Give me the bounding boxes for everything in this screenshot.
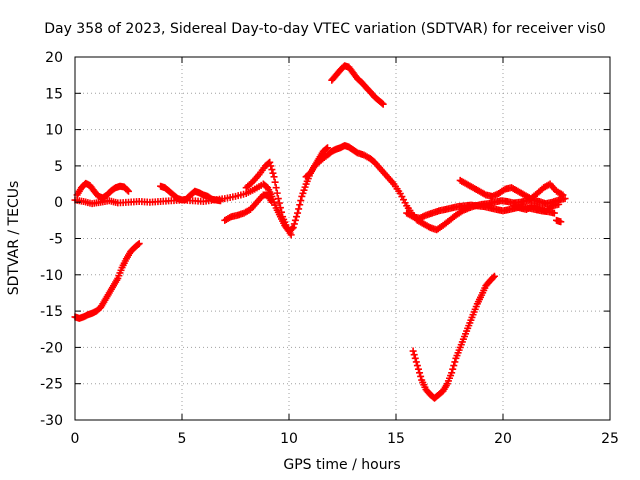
y-tick-label: -10	[40, 268, 63, 284]
series-spur-11	[302, 144, 332, 181]
data-point	[324, 144, 332, 152]
data-point	[489, 273, 497, 281]
data-point	[134, 240, 142, 248]
y-tick-label: -5	[49, 232, 63, 248]
x-tick-label: 10	[280, 431, 298, 447]
data-point	[378, 99, 386, 107]
data-point	[555, 200, 563, 208]
y-tick-label: 10	[45, 123, 63, 139]
data-point	[448, 369, 456, 377]
data-point	[412, 358, 420, 366]
data-point	[217, 197, 225, 205]
series-late-point	[553, 216, 565, 226]
data-point	[291, 216, 299, 224]
series-lower-branch	[221, 191, 276, 224]
data-point	[268, 166, 276, 174]
series-bump-4	[157, 182, 225, 205]
axis-ticks: 0 5 10 15 20 25 20 15 10 5 0 -5 -10 -15 -20 -25 -30	[40, 50, 619, 447]
data-point	[559, 191, 567, 199]
data-point	[272, 184, 280, 192]
data-point	[274, 195, 282, 203]
data-point	[267, 162, 275, 170]
data-point	[450, 362, 458, 370]
data-point	[268, 198, 276, 206]
data-point	[417, 372, 425, 380]
x-tick-label: 5	[178, 431, 187, 447]
x-axis-label: GPS time / hours	[283, 457, 400, 473]
data-point	[125, 187, 132, 195]
data-point	[409, 347, 417, 355]
data-point	[449, 365, 457, 373]
chart-title: Day 358 of 2023, Sidereal Day-to-day VTE…	[44, 21, 606, 37]
data-point	[278, 208, 286, 216]
data-point	[296, 201, 304, 209]
x-tick-label: 25	[601, 431, 619, 447]
data-point	[270, 173, 278, 181]
series-high-arc	[328, 62, 387, 108]
y-tick-label: -20	[40, 340, 63, 356]
data-point	[273, 189, 281, 197]
data-point	[322, 145, 330, 153]
data-point	[561, 195, 569, 203]
y-tick-label: 0	[54, 195, 63, 211]
data-point	[410, 351, 418, 359]
data-point	[123, 186, 131, 194]
data-point	[550, 209, 558, 217]
y-tick-label: -15	[40, 304, 63, 320]
y-tick-label: 5	[54, 159, 63, 175]
y-axis-label: SDTVAR / TECUs	[6, 181, 22, 296]
data-point	[416, 369, 424, 377]
data-point	[451, 358, 459, 366]
data-point	[557, 218, 565, 226]
y-tick-label: -30	[40, 413, 63, 429]
x-tick-label: 20	[494, 431, 512, 447]
series-early-rise	[71, 240, 143, 322]
data-points	[71, 62, 569, 402]
data-point	[271, 178, 279, 186]
data-point	[275, 199, 283, 207]
data-point	[490, 272, 498, 280]
data-point	[292, 213, 300, 221]
data-point	[269, 169, 277, 177]
x-tick-label: 0	[71, 431, 80, 447]
data-point	[287, 231, 295, 239]
data-point	[295, 205, 303, 213]
series-early-bump	[73, 179, 132, 202]
series-late-branch	[456, 176, 567, 203]
y-tick-label: 15	[45, 86, 63, 102]
data-point	[266, 158, 274, 166]
y-tick-label: -25	[40, 377, 63, 393]
series-upper-branch	[242, 158, 295, 239]
data-point	[297, 197, 305, 205]
data-point	[379, 100, 387, 108]
data-point	[414, 365, 422, 373]
y-tick-label: 20	[45, 50, 63, 66]
data-point	[413, 362, 421, 370]
data-point	[276, 204, 284, 212]
data-point	[135, 240, 143, 248]
data-point	[289, 224, 297, 232]
grid-lines	[75, 57, 610, 420]
series-late-dip	[409, 272, 498, 402]
x-tick-label: 15	[387, 431, 405, 447]
data-point	[411, 354, 419, 362]
series-late-descent	[403, 201, 558, 222]
data-point	[290, 220, 298, 228]
data-point	[294, 209, 302, 217]
